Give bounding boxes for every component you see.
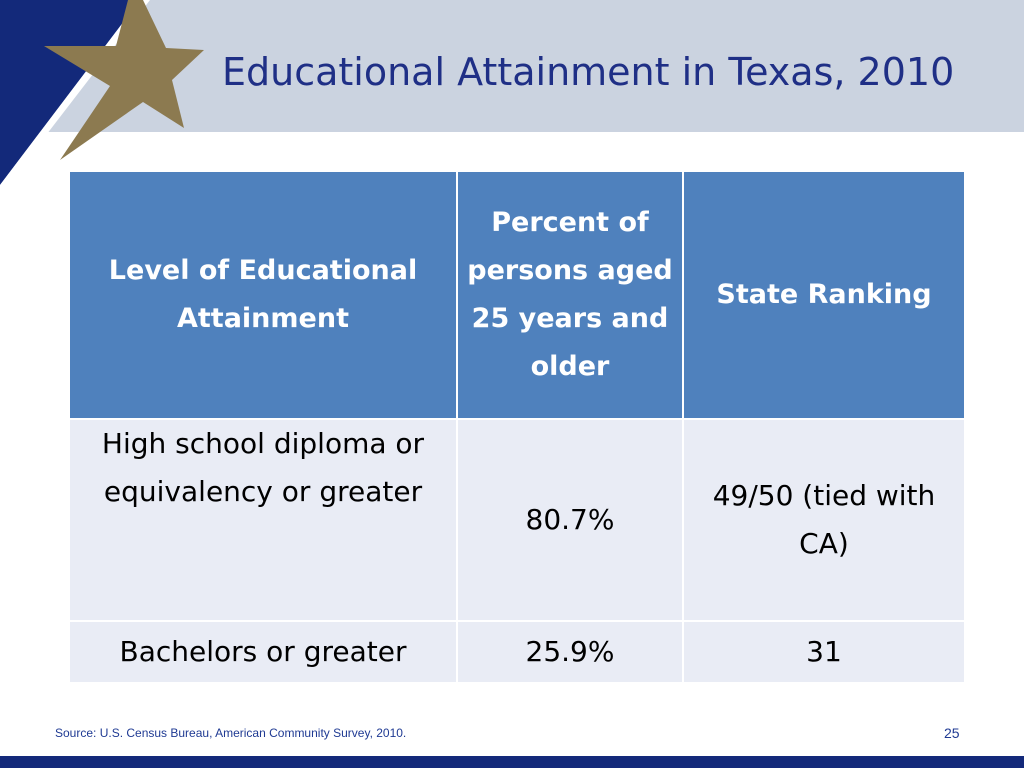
cell-percent: 25.9% xyxy=(456,620,684,684)
page-number: 25 xyxy=(944,725,960,741)
header-percent: Percent of persons aged 25 years and old… xyxy=(456,170,684,420)
header-row: Level of Educational Attainment Percent … xyxy=(68,170,966,420)
table-row: High school diploma or equivalency or gr… xyxy=(68,418,966,622)
source-note: Source: U.S. Census Bureau, American Com… xyxy=(55,726,407,740)
attainment-table: Level of Educational Attainment Percent … xyxy=(68,170,966,684)
table-row: Bachelors or greater 25.9% 31 xyxy=(68,620,966,684)
star-icon xyxy=(0,0,204,195)
bottom-bar xyxy=(0,756,1024,768)
cell-ranking: 31 xyxy=(682,620,966,684)
header-level: Level of Educational Attainment xyxy=(68,170,458,420)
cell-ranking: 49/50 (tied with CA) xyxy=(682,418,966,622)
slide-title: Educational Attainment in Texas, 2010 xyxy=(222,50,955,94)
cell-level: High school diploma or equivalency or gr… xyxy=(68,418,458,622)
cell-percent: 80.7% xyxy=(456,418,684,622)
cell-level: Bachelors or greater xyxy=(68,620,458,684)
header-ranking: State Ranking xyxy=(682,170,966,420)
